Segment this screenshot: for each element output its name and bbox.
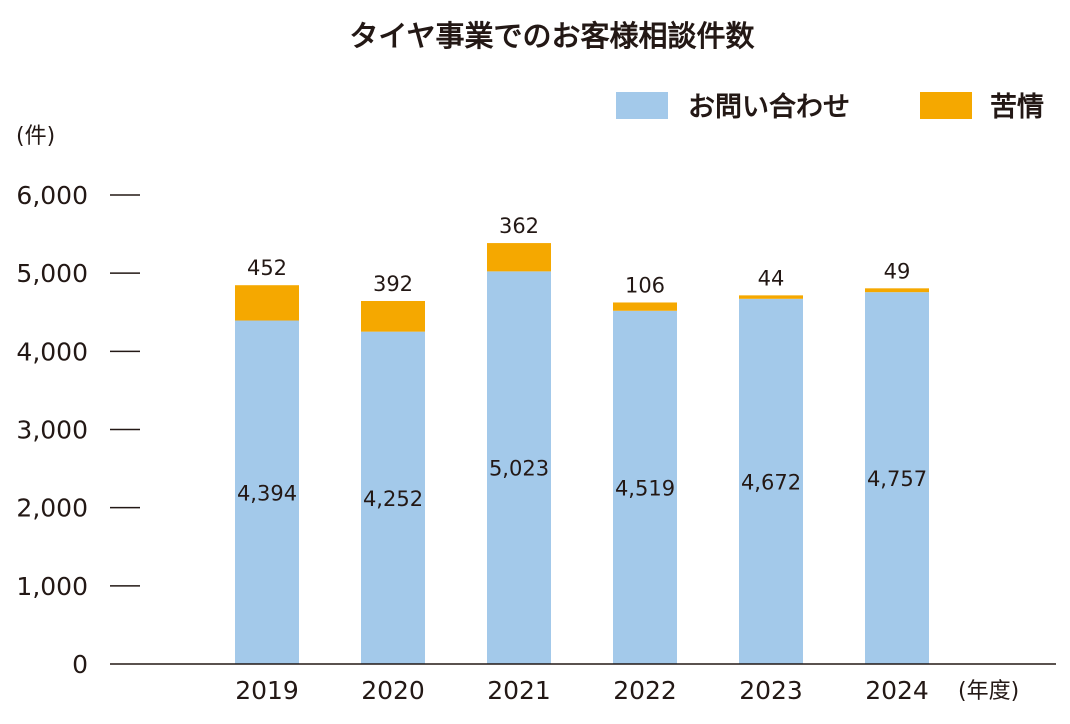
x-axis-unit-label: (年度) [958,679,1019,704]
legend-swatch-complaints [920,92,972,119]
y-tick-label: 4,000 [16,337,88,366]
x-tick-label: 2021 [487,676,551,705]
x-axis: 2019 2020 2021 2022 2023 2024 [110,663,1056,705]
bar-complaints-2020 [361,300,425,332]
inquiries-value-label: 5,023 [489,457,549,481]
bar-inquiries-2021 [487,271,551,664]
y-tick-label: 2,000 [16,494,88,523]
bar-inquiries-2023 [739,298,803,664]
bar-inquiries-2020 [361,331,425,664]
bar-complaints-2022 [613,302,677,311]
bar-inquiries-2022 [613,310,677,664]
bars-group: 4,394 452 4,252 392 5,023 362 4,519 106 4,672 44 4… [235,214,929,664]
x-tick-label: 2019 [235,676,299,705]
y-tick-label: 6,000 [16,181,88,210]
complaints-value-label: 49 [884,259,911,283]
bar-complaints-2024 [865,288,929,293]
y-axis: 0 1,000 2,000 3,000 4,000 5,000 6,000 [16,181,140,679]
chart-title: タイヤ事業でのお客様相談件数 [349,19,755,53]
legend-swatch-inquiries [616,92,668,119]
legend: お問い合わせ 苦情 [616,91,1044,123]
x-tick-label: 2020 [361,676,425,705]
y-tick-label: 3,000 [16,416,88,445]
y-tick-label: 5,000 [16,259,88,288]
complaints-value-label: 362 [499,214,539,238]
inquiries-value-label: 4,394 [237,481,297,505]
inquiries-value-label: 4,252 [363,487,423,511]
bar-inquiries-2024 [865,292,929,664]
complaints-value-label: 452 [247,256,287,280]
x-tick-label: 2022 [613,676,677,705]
inquiries-value-label: 4,672 [741,470,801,494]
complaints-value-label: 44 [758,266,785,290]
bar-complaints-2021 [487,243,551,272]
bar-complaints-2019 [235,285,299,321]
legend-label-inquiries: お問い合わせ [688,91,850,123]
complaints-value-label: 392 [373,272,413,296]
x-tick-label: 2023 [739,676,803,705]
y-tick-label: 1,000 [16,572,88,601]
inquiries-value-label: 4,757 [867,467,927,491]
x-tick-label: 2024 [865,676,929,705]
y-tick-label: 0 [72,650,88,679]
legend-label-complaints: 苦情 [990,92,1044,123]
bar-inquiries-2019 [235,320,299,664]
complaints-value-label: 106 [625,273,665,297]
y-axis-unit-label: (件) [16,124,55,149]
inquiries-value-label: 4,519 [615,476,675,500]
bar-complaints-2023 [739,295,803,299]
